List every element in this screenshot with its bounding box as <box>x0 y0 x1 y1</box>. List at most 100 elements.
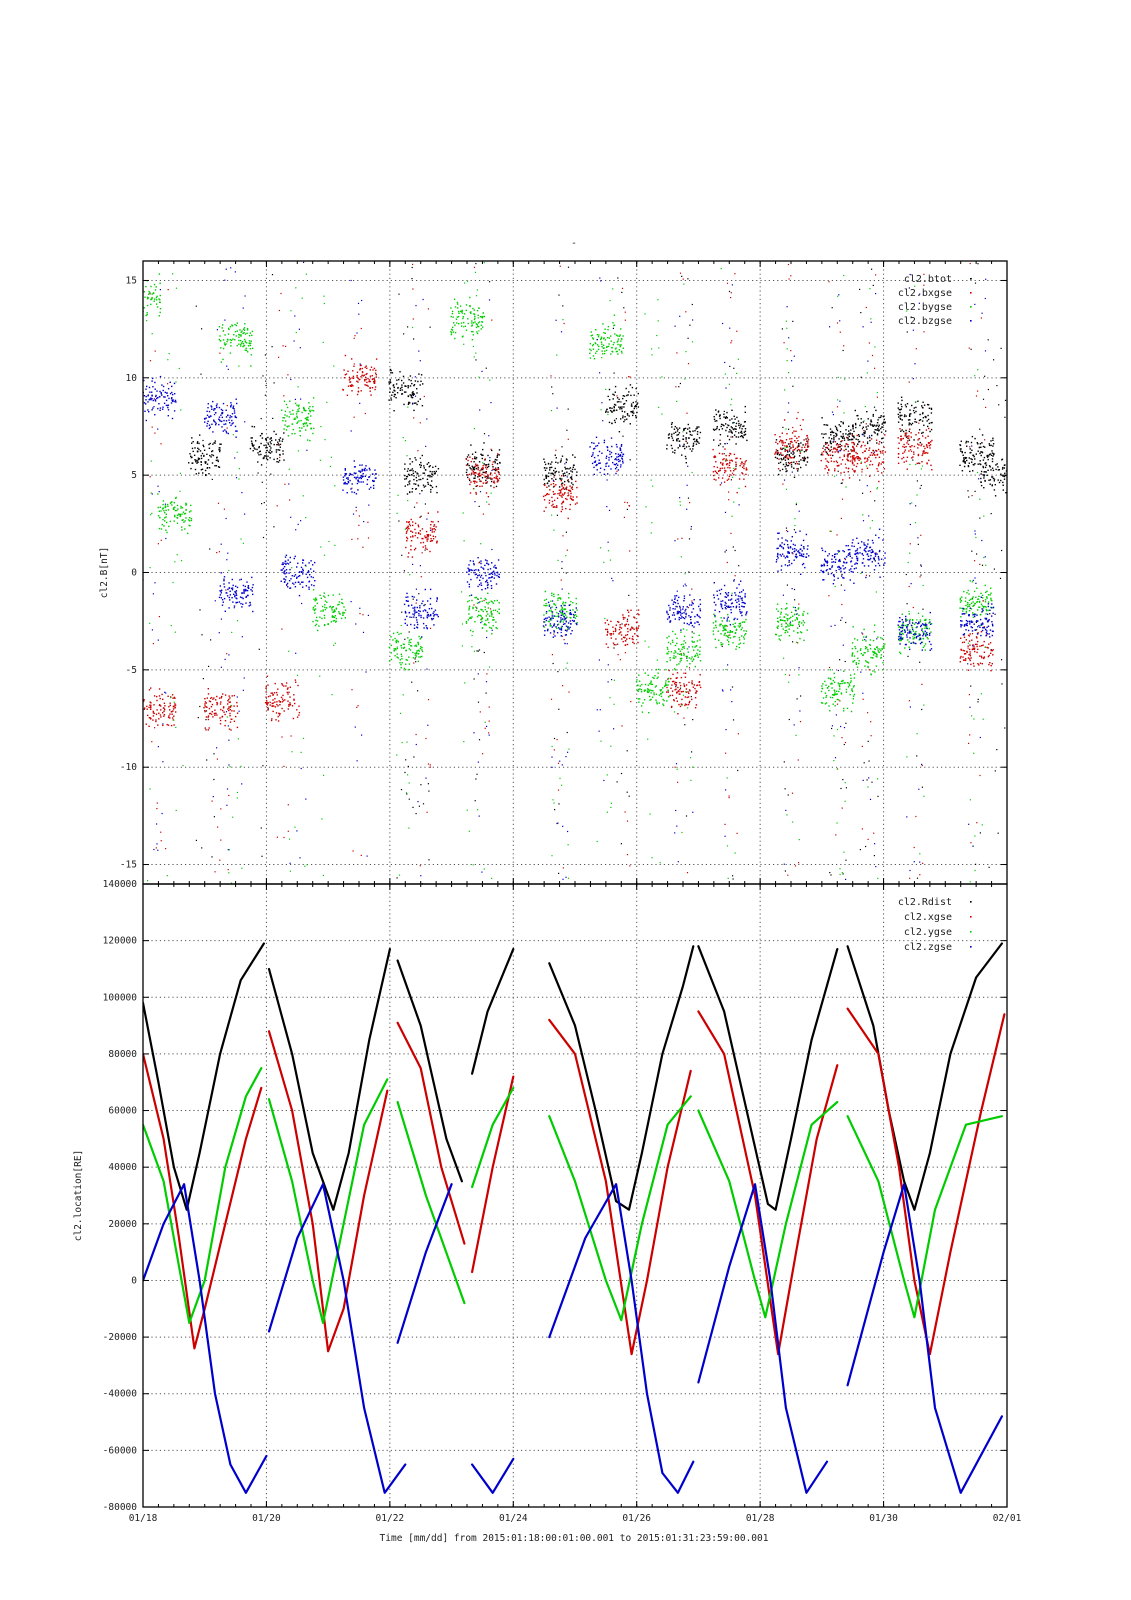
data-point <box>279 713 281 715</box>
data-point <box>676 672 679 674</box>
data-point <box>228 695 230 697</box>
data-point <box>204 469 207 472</box>
data-point <box>660 695 663 698</box>
data-point <box>557 671 559 673</box>
data-point <box>862 492 864 494</box>
data-point <box>419 457 421 459</box>
data-point <box>150 514 152 516</box>
data-point <box>258 450 261 453</box>
data-point <box>639 698 641 700</box>
data-point <box>555 478 557 480</box>
data-point <box>876 434 879 436</box>
data-point <box>309 411 311 413</box>
data-point <box>731 472 734 474</box>
data-point <box>253 447 255 449</box>
data-point <box>688 427 691 429</box>
data-point <box>847 450 850 452</box>
data-point <box>975 863 977 865</box>
data-point <box>552 491 554 493</box>
data-point <box>331 609 333 611</box>
data-point <box>270 473 272 475</box>
data-point <box>797 470 799 472</box>
data-point <box>568 612 571 614</box>
data-point <box>358 524 360 526</box>
data-point <box>481 477 484 479</box>
data-point <box>788 718 790 721</box>
data-point <box>694 440 696 443</box>
data-point <box>556 354 558 356</box>
data-point <box>354 335 356 337</box>
data-point <box>822 436 824 439</box>
data-point <box>173 696 176 699</box>
data-point <box>490 492 492 494</box>
data-point <box>790 440 793 443</box>
data-point <box>785 439 788 441</box>
data-point <box>418 656 420 658</box>
data-point <box>626 413 629 415</box>
data-point <box>983 475 985 477</box>
data-point <box>635 387 637 390</box>
data-point <box>838 465 840 467</box>
data-point <box>867 838 869 840</box>
data-point <box>189 517 191 519</box>
data-point <box>624 501 626 503</box>
data-point <box>675 697 678 699</box>
data-point <box>422 541 425 544</box>
data-point <box>367 377 369 380</box>
data-point <box>411 488 414 490</box>
data-point <box>990 670 992 672</box>
data-point <box>546 467 548 469</box>
data-point <box>285 420 287 422</box>
data-point <box>470 481 472 483</box>
data-point <box>556 611 558 614</box>
data-point <box>847 471 849 473</box>
data-point <box>231 324 233 326</box>
data-point <box>720 425 722 428</box>
data-point <box>295 413 298 415</box>
data-point <box>214 465 216 467</box>
data-point <box>730 342 732 344</box>
data-point <box>726 459 728 462</box>
data-point <box>569 489 571 492</box>
data-point <box>990 440 992 442</box>
data-point <box>968 694 970 696</box>
data-point <box>743 431 746 433</box>
data-point <box>575 480 577 483</box>
data-point <box>543 467 546 469</box>
data-point <box>265 696 267 698</box>
data-point <box>983 656 986 658</box>
data-point <box>899 428 901 430</box>
data-point <box>628 415 630 417</box>
data-point <box>983 651 986 653</box>
data-point <box>412 521 414 523</box>
data-point <box>988 643 990 645</box>
data-point <box>157 506 159 509</box>
data-point <box>493 482 496 484</box>
data-point <box>551 855 553 857</box>
data-point <box>409 402 411 404</box>
data-point <box>326 401 328 403</box>
data-point <box>845 722 847 724</box>
data-point <box>673 657 676 659</box>
data-point <box>855 424 857 426</box>
data-point <box>905 435 907 437</box>
data-point <box>636 411 638 414</box>
data-point <box>979 832 981 834</box>
data-point <box>550 600 552 602</box>
data-point <box>402 643 405 645</box>
data-point <box>427 538 429 540</box>
data-point <box>689 502 691 504</box>
data-point <box>683 672 685 674</box>
data-point <box>671 447 673 450</box>
data-point <box>456 316 459 318</box>
data-point <box>564 474 567 477</box>
data-point <box>228 794 230 797</box>
data-point <box>834 425 837 428</box>
data-point <box>269 452 272 454</box>
data-point <box>173 715 175 717</box>
data-point <box>612 343 614 346</box>
data-point <box>876 422 879 424</box>
data-point <box>408 483 411 485</box>
data-point <box>694 655 696 658</box>
data-point <box>696 441 698 443</box>
